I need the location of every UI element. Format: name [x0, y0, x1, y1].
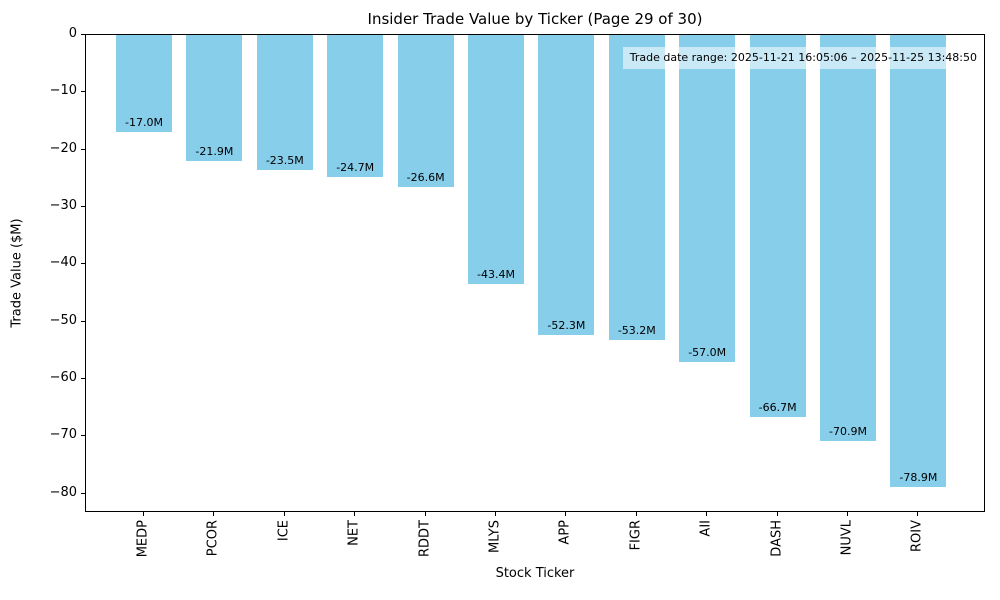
y-tick-mark-4	[81, 263, 85, 265]
y-tick-label-6: −60	[49, 369, 77, 385]
y-tick-label-5: −50	[49, 312, 77, 328]
x-tick-label-APP: APP	[557, 520, 573, 545]
x-tick-mark-APP	[565, 512, 567, 516]
x-tick-mark-MEDP	[143, 512, 144, 516]
x-tick-mark-PCOR	[213, 512, 215, 516]
x-tick-mark-DASH	[776, 512, 778, 516]
x-tick-label-MLYS: MLYS	[487, 520, 503, 553]
x-tick-label-RDDT: RDDT	[417, 520, 433, 557]
bar-NUVL	[820, 35, 876, 442]
x-tick-mark-ROIV	[917, 512, 919, 516]
x-tick-mark-RDDT	[424, 512, 426, 516]
y-tick-mark-8	[81, 492, 85, 494]
y-tick-mark-0	[81, 34, 85, 35]
bar-AII	[679, 35, 736, 362]
bar-value-label-APP: -52.3M	[547, 318, 586, 332]
chart-title: Insider Trade Value by Ticker (Page 29 o…	[367, 10, 703, 28]
bar-value-label-NUVL: -70.9M	[829, 425, 867, 439]
y-tick-label-7: −70	[49, 427, 77, 443]
y-tick-label-4: −40	[49, 255, 77, 271]
bar-value-label-DASH: -66.7M	[758, 401, 797, 415]
x-tick-label-NUVL: NUVL	[839, 520, 855, 556]
bar-APP	[538, 35, 595, 335]
y-tick-label-8: −80	[49, 484, 77, 500]
x-tick-label-FIGR: FIGR	[628, 520, 644, 551]
x-tick-mark-MLYS	[495, 512, 496, 516]
x-tick-label-MEDP: MEDP	[135, 520, 151, 558]
bar-value-label-RDDT: -26.6M	[406, 171, 445, 185]
bar-value-label-ICE: -23.5M	[265, 153, 304, 167]
y-tick-mark-7	[81, 435, 85, 437]
trade-date-range-annotation: Trade date range: 2025-11-21 16:05:06 – …	[622, 47, 984, 69]
x-tick-label-AII: AII	[698, 520, 714, 537]
plot-area: -17.0M -21.9M -23.5M -24.7M -26.6M -43.4M -52.…	[85, 34, 985, 512]
bar-NET	[327, 35, 384, 177]
bar-ROIV	[890, 35, 947, 488]
x-tick-label-NET: NET	[346, 520, 362, 546]
y-tick-mark-3	[81, 205, 85, 207]
bar-MEDP	[116, 35, 172, 133]
bar-value-label-MLYS: -43.4M	[477, 267, 515, 281]
bar-value-label-AII: -57.0M	[688, 345, 727, 359]
bar-RDDT	[397, 35, 454, 188]
y-tick-mark-5	[81, 320, 85, 322]
bar-value-label-ROIV: -78.9M	[899, 471, 938, 485]
bar-value-label-NET: -24.7M	[336, 160, 375, 174]
y-axis-label: Trade Value ($M)	[9, 218, 25, 328]
y-tick-label-0: 0	[68, 26, 77, 41]
x-tick-label-PCOR: PCOR	[205, 520, 221, 557]
y-tick-label-2: −20	[49, 140, 77, 156]
y-tick-label-3: −30	[49, 197, 77, 213]
bar-value-label-PCOR: -21.9M	[195, 144, 234, 158]
x-axis-label: Stock Ticker	[495, 566, 575, 581]
y-tick-mark-2	[81, 148, 85, 150]
bar-value-label-FIGR: -53.2M	[617, 323, 656, 337]
bar-PCOR	[186, 35, 243, 161]
x-tick-mark-AII	[706, 512, 708, 516]
x-tick-mark-ICE	[283, 512, 285, 516]
bar-DASH	[749, 35, 806, 418]
y-tick-mark-6	[81, 377, 85, 379]
x-tick-mark-FIGR	[635, 512, 637, 516]
y-tick-label-1: −10	[49, 83, 77, 99]
bar-MLYS	[468, 35, 524, 284]
x-tick-mark-NET	[354, 512, 356, 516]
y-tick-mark-1	[81, 91, 85, 93]
x-tick-label-ICE: ICE	[276, 520, 292, 542]
bar-FIGR	[608, 35, 665, 340]
x-tick-mark-NUVL	[847, 512, 848, 516]
bar-value-label-MEDP: -17.0M	[125, 116, 163, 130]
x-tick-label-DASH: DASH	[769, 520, 785, 557]
x-tick-label-ROIV: ROIV	[909, 520, 925, 552]
bar-ICE	[256, 35, 313, 170]
